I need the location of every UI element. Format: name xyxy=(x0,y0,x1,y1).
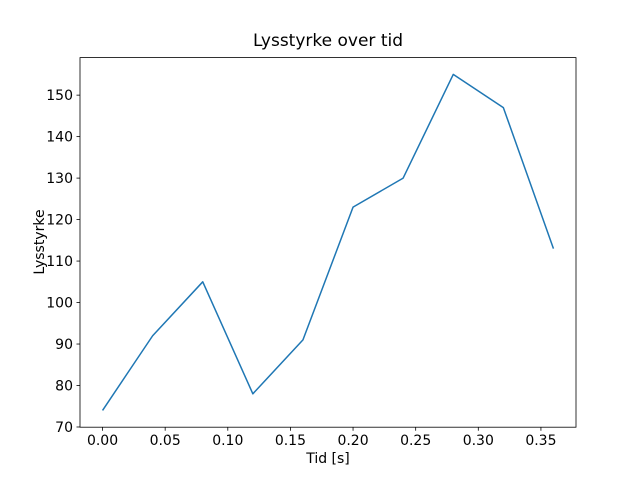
y-tick-label: 120 xyxy=(46,213,73,229)
y-tick-label: 80 xyxy=(55,379,73,395)
x-tick-label: 0.20 xyxy=(337,433,368,449)
chart-title: Lysstyrke over tid xyxy=(253,31,403,51)
x-tick-label: 0.35 xyxy=(525,433,556,449)
y-tick-label: 110 xyxy=(46,254,73,270)
line-series xyxy=(101,73,555,411)
y-tick-label: 90 xyxy=(55,337,73,353)
y-tick-label: 100 xyxy=(46,296,73,312)
x-axis-label: Tid [s] xyxy=(306,451,350,467)
y-tick-label: 130 xyxy=(46,171,73,187)
x-tick-label: 0.00 xyxy=(87,433,118,449)
x-tick-label: 0.30 xyxy=(463,433,494,449)
axes-spines xyxy=(79,57,577,428)
y-axis-label: Lysstyrke xyxy=(32,209,48,275)
y-tick-label: 140 xyxy=(46,130,73,146)
x-tick-label: 0.10 xyxy=(212,433,243,449)
y-tick-label: 150 xyxy=(46,88,73,104)
y-tick-label: 70 xyxy=(55,420,73,436)
x-tick-label: 0.25 xyxy=(400,433,431,449)
x-tick-label: 0.05 xyxy=(150,433,181,449)
x-tick-label: 0.15 xyxy=(275,433,306,449)
